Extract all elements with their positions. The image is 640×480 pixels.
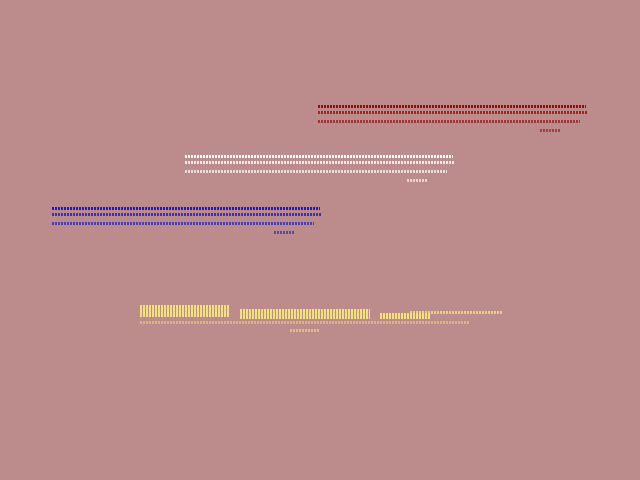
blue-garbled-text — [52, 205, 322, 235]
yellow-garbled-text — [140, 303, 502, 333]
white-garbled-text — [185, 153, 455, 183]
red-garbled-text — [318, 103, 588, 133]
